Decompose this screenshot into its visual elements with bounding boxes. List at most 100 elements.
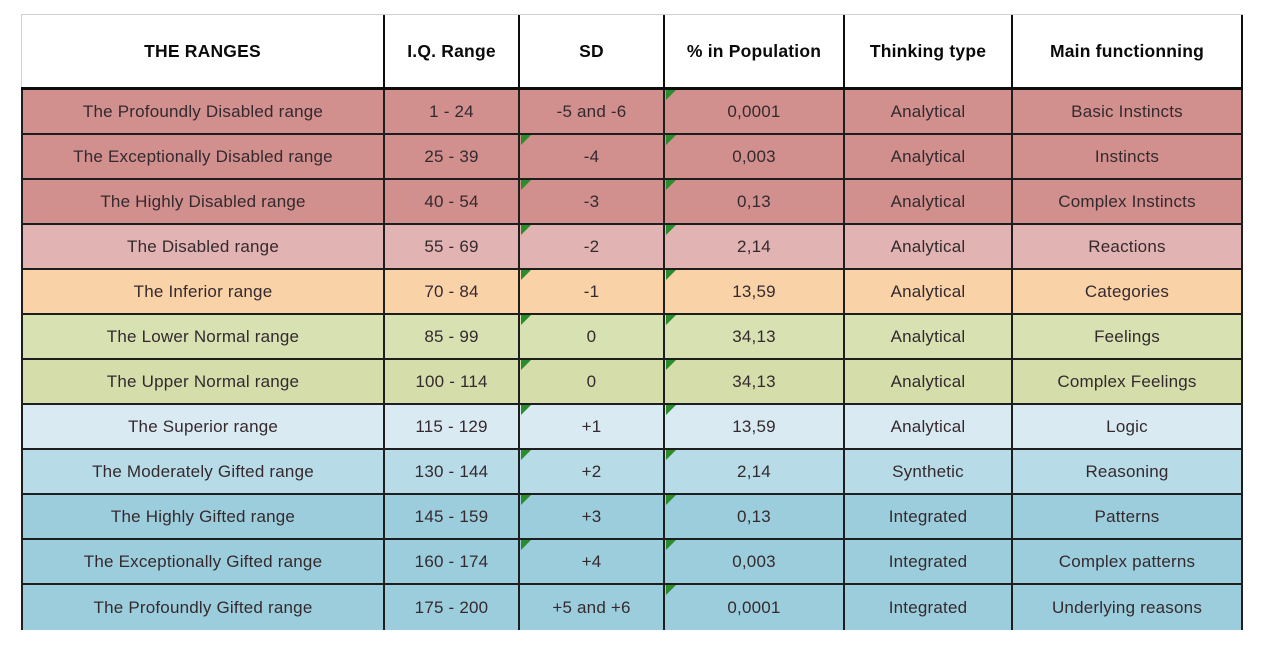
cell-iq-range-label: 175 - 200 xyxy=(414,597,489,617)
cell-range: The Upper Normal range xyxy=(21,360,385,403)
green-corner-triangle-icon xyxy=(666,450,676,460)
cell-range: The Highly Disabled range xyxy=(21,180,385,223)
cell-sd-label: -3 xyxy=(583,191,600,211)
cell-population-label: 0,13 xyxy=(737,506,771,526)
cell-range: The Disabled range xyxy=(21,225,385,268)
cell-population: 0,003 xyxy=(665,135,845,178)
cell-population: 0,13 xyxy=(665,495,845,538)
cell-range-label: The Moderately Gifted range xyxy=(92,461,314,481)
cell-iq-range: 70 - 84 xyxy=(385,270,520,313)
cell-thinking-label: Analytical xyxy=(890,281,966,301)
cell-range-label: The Lower Normal range xyxy=(106,326,300,346)
cell-population: 2,14 xyxy=(665,450,845,493)
cell-thinking: Integrated xyxy=(845,540,1013,583)
table-row: The Highly Disabled range 40 - 54 -3 0,13 An… xyxy=(21,180,1243,225)
cell-sd-label: -1 xyxy=(583,281,600,301)
cell-thinking-label: Analytical xyxy=(890,416,966,436)
cell-population-label: 0,0001 xyxy=(727,101,781,121)
cell-range: The Highly Gifted range xyxy=(21,495,385,538)
cell-iq-range: 40 - 54 xyxy=(385,180,520,223)
cell-thinking: Integrated xyxy=(845,585,1013,630)
green-corner-triangle-icon xyxy=(521,360,531,370)
table-row: The Upper Normal range 100 - 114 0 34,13 Ana… xyxy=(21,360,1243,405)
cell-population-label: 13,59 xyxy=(732,416,776,436)
header-cell-ranges: THE RANGES xyxy=(21,15,385,87)
cell-range: The Superior range xyxy=(21,405,385,448)
cell-functioning: Complex Feelings xyxy=(1013,360,1243,403)
cell-range-label: The Upper Normal range xyxy=(106,371,300,391)
cell-functioning-label: Underlying reasons xyxy=(1051,597,1203,617)
cell-population-label: 0,003 xyxy=(732,146,776,166)
cell-range-label: The Disabled range xyxy=(127,236,279,256)
table-header-row: THE RANGES I.Q. Range SD% in Population Thi… xyxy=(21,14,1243,90)
cell-thinking: Analytical xyxy=(845,90,1013,133)
cell-iq-range: 175 - 200 xyxy=(385,585,520,630)
table-row: The Superior range 115 - 129 +1 13,59 Analyt… xyxy=(21,405,1243,450)
cell-iq-range-label: 1 - 24 xyxy=(429,101,474,121)
table-row: The Lower Normal range 85 - 99 0 34,13 Analy… xyxy=(21,315,1243,360)
iq-ranges-table: THE RANGES I.Q. Range SD% in Population Thi… xyxy=(21,14,1243,630)
cell-functioning-label: Patterns xyxy=(1094,506,1160,526)
cell-functioning: Feelings xyxy=(1013,315,1243,358)
cell-range-label: The Profoundly Gifted range xyxy=(93,597,313,617)
cell-range: The Profoundly Disabled range xyxy=(21,90,385,133)
cell-iq-range-label: 85 - 99 xyxy=(424,326,479,346)
cell-thinking: Analytical xyxy=(845,225,1013,268)
cell-functioning-label: Logic xyxy=(1106,416,1148,436)
cell-iq-range-label: 115 - 129 xyxy=(415,416,488,436)
green-corner-triangle-icon xyxy=(521,495,531,505)
cell-population-label: 0,003 xyxy=(732,551,776,571)
cell-iq-range-label: 160 - 174 xyxy=(414,551,489,571)
green-corner-triangle-icon xyxy=(666,360,676,370)
cell-thinking: Analytical xyxy=(845,180,1013,223)
cell-sd: 0 xyxy=(520,360,665,403)
cell-thinking: Analytical xyxy=(845,270,1013,313)
cell-range-label: The Highly Disabled range xyxy=(100,191,306,211)
cell-iq-range-label: 25 - 39 xyxy=(424,146,479,166)
cell-functioning: Instincts xyxy=(1013,135,1243,178)
cell-sd-label: +1 xyxy=(581,416,602,436)
table-row: The Inferior range 70 - 84 -1 13,59 Analytic… xyxy=(21,270,1243,315)
cell-sd: +5 and +6 xyxy=(520,585,665,630)
green-corner-triangle-icon xyxy=(666,135,676,145)
cell-functioning-label: Basic Instincts xyxy=(1071,101,1183,121)
cell-functioning: Logic xyxy=(1013,405,1243,448)
cell-range-label: The Profoundly Disabled range xyxy=(82,101,324,121)
cell-population-label: 13,59 xyxy=(732,281,776,301)
cell-sd: -3 xyxy=(520,180,665,223)
cell-functioning: Complex patterns xyxy=(1013,540,1243,583)
cell-sd-label: +4 xyxy=(581,551,602,571)
table-row: The Moderately Gifted range 130 - 144 +2 2,… xyxy=(21,450,1243,495)
cell-population: 13,59 xyxy=(665,405,845,448)
cell-range-label: The Highly Gifted range xyxy=(110,506,296,526)
cell-range: The Exceptionally Disabled range xyxy=(21,135,385,178)
cell-iq-range-label: 130 - 144 xyxy=(414,461,489,481)
header-cell-iq-range: I.Q. Range xyxy=(385,15,520,87)
cell-functioning-label: Complex Instincts xyxy=(1058,191,1196,211)
cell-population-label: 2,14 xyxy=(737,236,771,256)
cell-iq-range: 55 - 69 xyxy=(385,225,520,268)
cell-functioning-label: Instincts xyxy=(1094,146,1160,166)
cell-range: The Moderately Gifted range xyxy=(21,450,385,493)
cell-range-label: The Inferior range xyxy=(133,281,273,301)
cell-sd-label: -5 and -6 xyxy=(556,101,627,121)
cell-iq-range: 1 - 24 xyxy=(385,90,520,133)
cell-population: 34,13 xyxy=(665,360,845,403)
header-cell-thinking-type: Thinking type xyxy=(845,15,1013,87)
table-row: The Exceptionally Gifted range 160 - 174 +… xyxy=(21,540,1243,585)
green-corner-triangle-icon xyxy=(666,585,676,595)
cell-thinking-label: Analytical xyxy=(890,101,966,121)
cell-functioning-label: Reasoning xyxy=(1085,461,1169,481)
cell-sd-label: +5 and +6 xyxy=(552,597,631,617)
cell-sd-label: -2 xyxy=(583,236,600,256)
cell-thinking: Analytical xyxy=(845,135,1013,178)
green-corner-triangle-icon xyxy=(666,225,676,235)
green-corner-triangle-icon xyxy=(521,540,531,550)
green-corner-triangle-icon xyxy=(521,180,531,190)
cell-functioning-label: Reactions xyxy=(1088,236,1166,256)
cell-thinking: Synthetic xyxy=(845,450,1013,493)
cell-population-label: 34,13 xyxy=(732,371,776,391)
cell-population: 34,13 xyxy=(665,315,845,358)
cell-sd: -2 xyxy=(520,225,665,268)
header-cell-sd: SD xyxy=(520,15,665,87)
